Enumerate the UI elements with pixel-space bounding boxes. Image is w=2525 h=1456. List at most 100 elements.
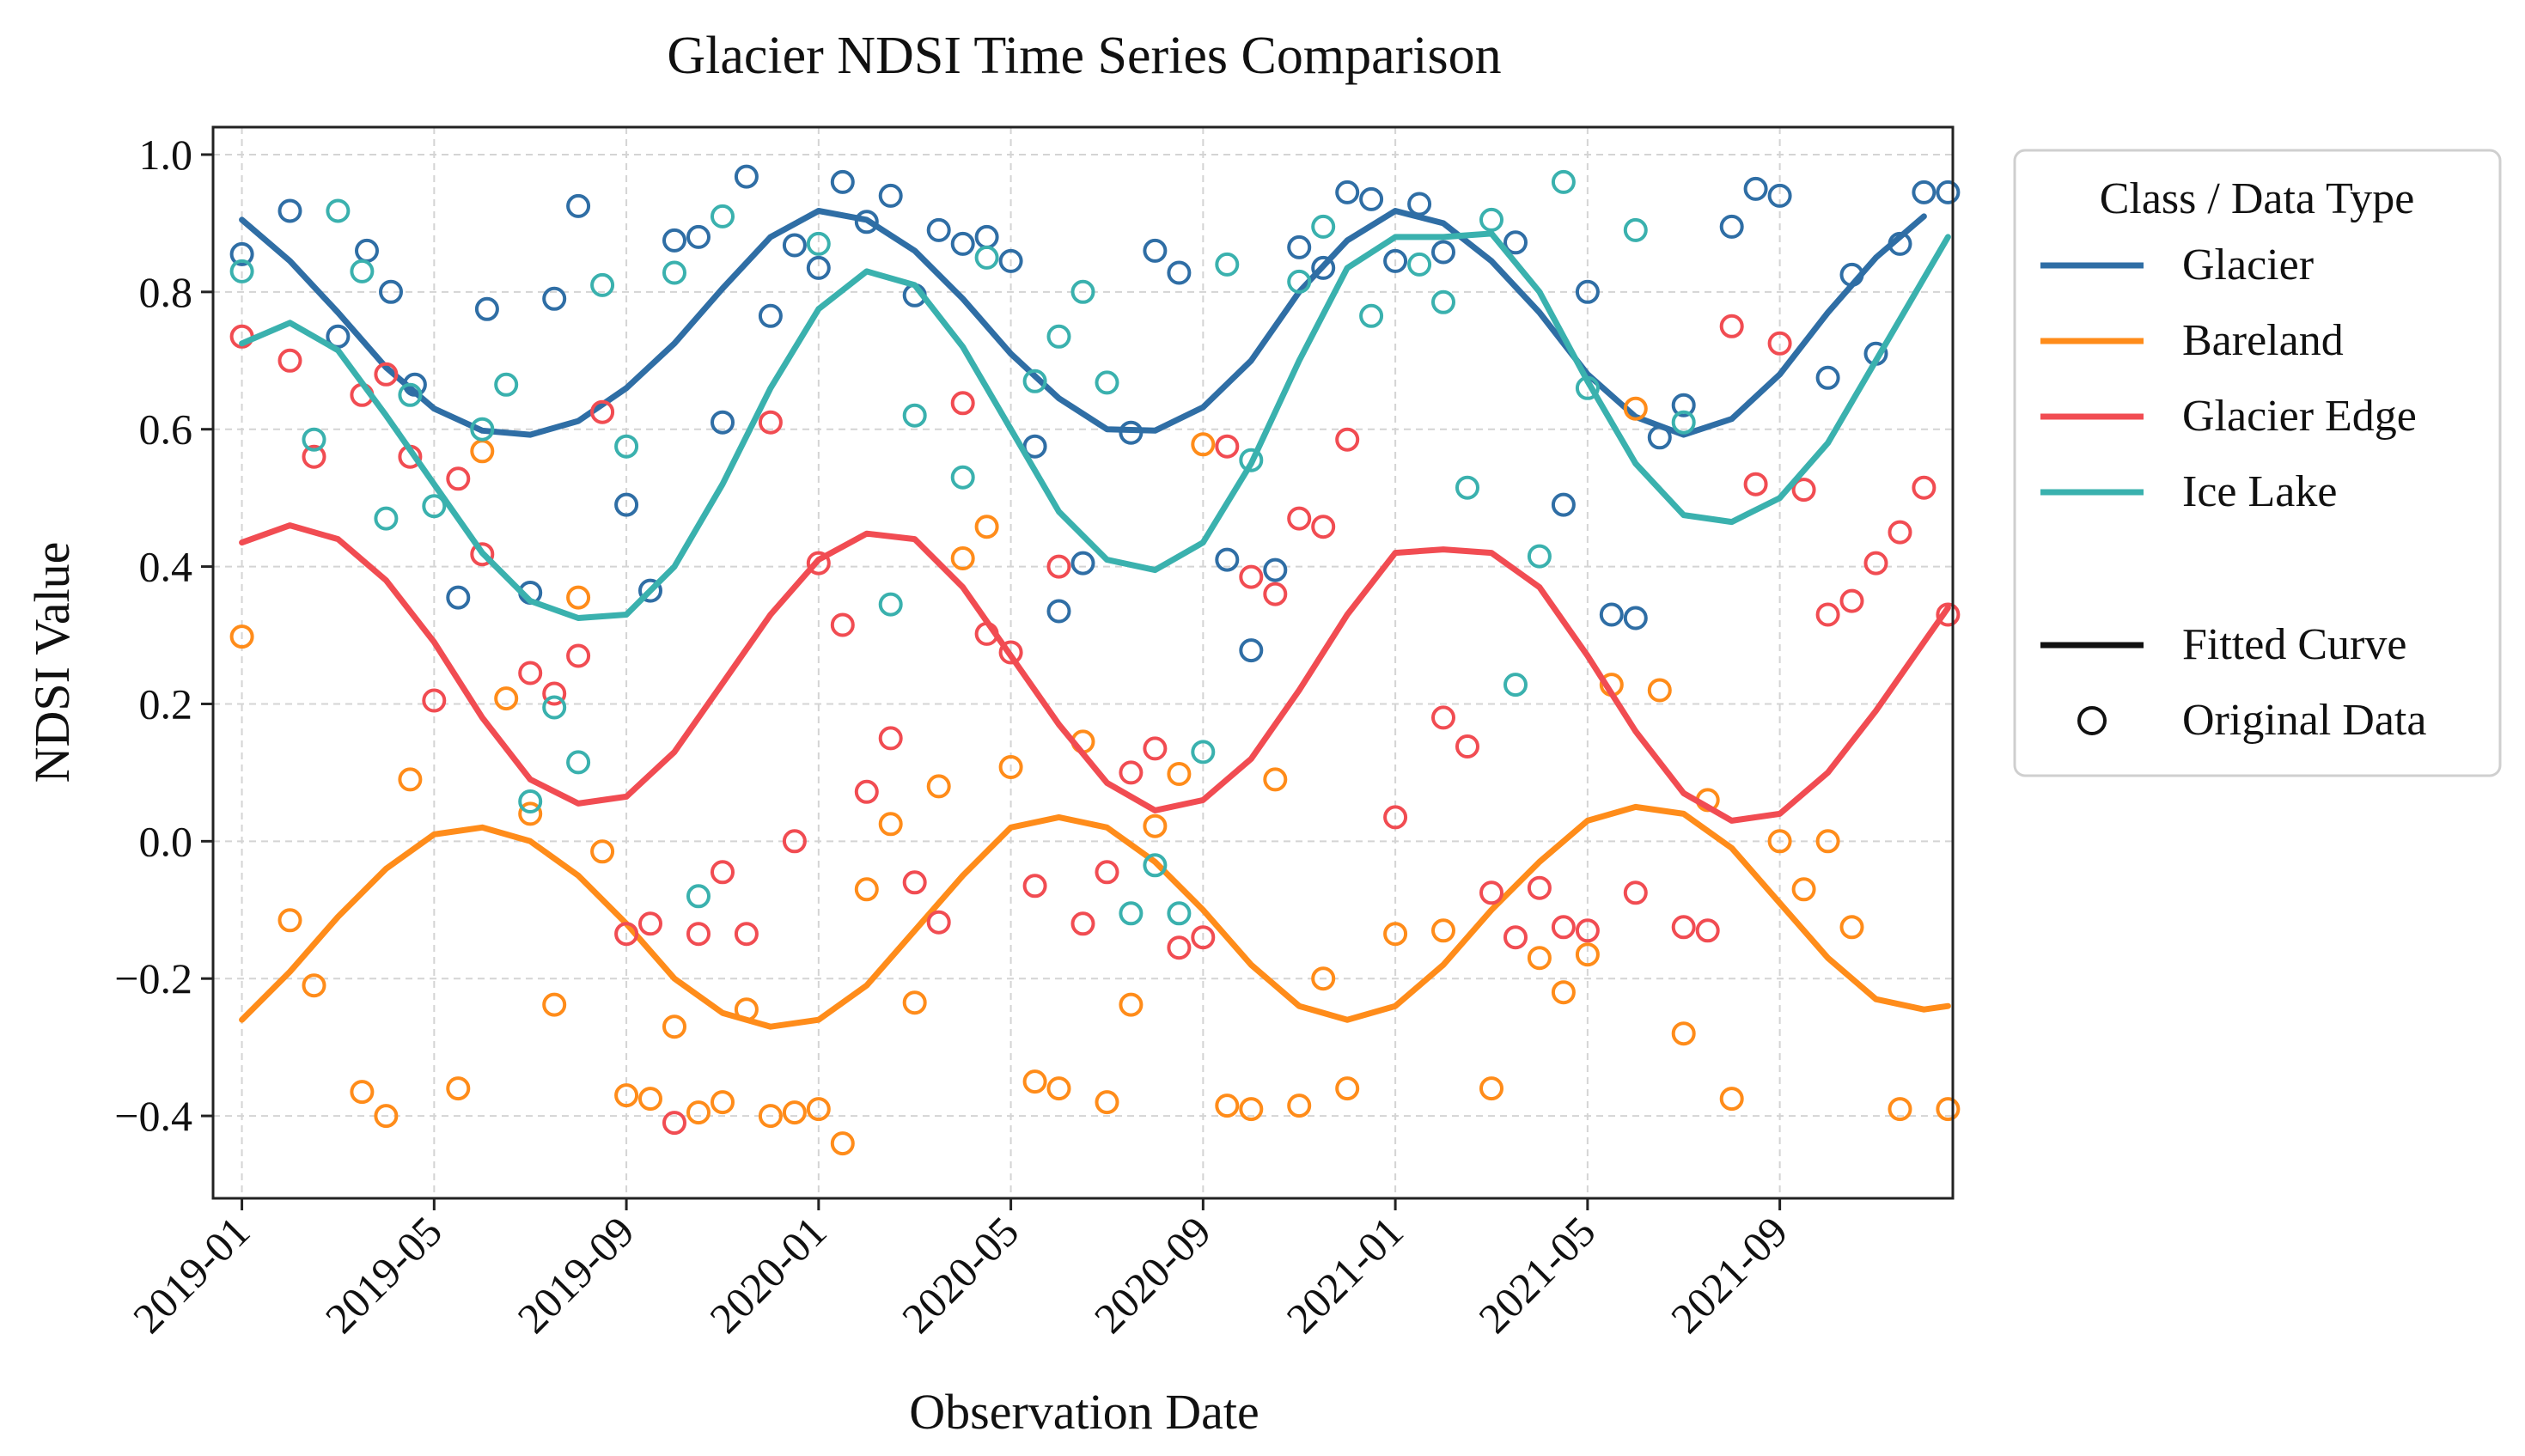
data-point [998, 755, 1023, 779]
data-point [782, 1100, 807, 1125]
data-point [1936, 180, 1961, 204]
data-point [302, 427, 326, 452]
data-point [782, 829, 807, 854]
data-point [1527, 946, 1552, 971]
data-point [1912, 475, 1936, 500]
data-point [1022, 369, 1047, 393]
data-point [1575, 375, 1600, 400]
data-point [494, 372, 519, 397]
legend-label: Glacier Edge [2182, 392, 2417, 441]
series-glacier [229, 164, 1961, 663]
data-point [974, 245, 999, 270]
data-point [1335, 427, 1360, 452]
legend-marker-swatch [2077, 706, 2107, 735]
data-point [1119, 992, 1144, 1017]
data-point [1431, 918, 1455, 943]
data-point [830, 169, 855, 194]
data-point [1839, 262, 1864, 287]
y-tick-label: −0.2 [114, 954, 192, 1002]
data-point [734, 922, 759, 947]
data-point [614, 1083, 639, 1108]
data-point [806, 1097, 831, 1122]
data-point [302, 973, 326, 998]
data-point [1046, 599, 1071, 624]
legend-box [2013, 149, 2502, 777]
data-point [1575, 279, 1600, 304]
data-point [1095, 1090, 1119, 1115]
data-point [854, 779, 879, 804]
data-point [1551, 915, 1576, 940]
data-point [854, 210, 879, 235]
data-point [1215, 547, 1240, 572]
data-point [878, 183, 903, 208]
data-point [662, 1014, 686, 1039]
data-point [711, 204, 735, 228]
y-tick-label: 1.0 [139, 131, 193, 179]
data-point [1191, 740, 1216, 765]
data-point [1287, 235, 1312, 259]
data-point [1311, 966, 1336, 991]
data-point [446, 466, 471, 491]
data-point [1791, 478, 1816, 503]
y-axis: −0.4 −0.2 0.0 0.2 0.4 0.6 0.8 1.0 [114, 131, 213, 1140]
data-point [422, 494, 447, 519]
data-point [1623, 880, 1648, 905]
data-point [1022, 434, 1047, 459]
data-point [1743, 176, 1768, 201]
y-tick-label: 0.2 [139, 679, 193, 728]
data-point [830, 1131, 855, 1156]
data-point [566, 643, 591, 668]
data-point [686, 1100, 711, 1125]
data-point [1431, 289, 1455, 314]
y-tick-label: −0.4 [114, 1092, 192, 1140]
data-point [1431, 240, 1455, 265]
data-point [1503, 673, 1528, 698]
data-point [1167, 935, 1192, 960]
data-point [1287, 506, 1312, 531]
data-point [1143, 736, 1168, 761]
data-point [734, 164, 759, 189]
data-point [542, 681, 567, 706]
data-point [1287, 1094, 1312, 1118]
fitted-curve [239, 803, 1951, 1030]
data-point [806, 255, 831, 280]
data-point [902, 403, 927, 428]
legend-entry: Glacier [2040, 241, 2314, 289]
fitted-curve [239, 208, 1927, 438]
data-point [1671, 393, 1696, 417]
data-point [1143, 238, 1168, 263]
data-point [950, 465, 975, 490]
plot-frame [211, 125, 1955, 1200]
data-point [518, 801, 543, 826]
y-tick-label: 0.0 [139, 817, 193, 865]
data-point [1888, 231, 1912, 256]
data-point [1912, 180, 1936, 204]
data-point [326, 198, 351, 223]
data-point [950, 546, 975, 570]
data-point [974, 515, 999, 539]
data-point [1263, 557, 1288, 582]
data-point [1359, 303, 1384, 328]
data-point [1215, 1094, 1240, 1118]
data-point [1479, 1076, 1503, 1101]
legend-label: Fitted Curve [2182, 620, 2406, 669]
data-point [1671, 1021, 1696, 1046]
legend-entry: Bareland [2040, 316, 2344, 365]
data-point [494, 686, 519, 711]
data-point [1143, 853, 1168, 878]
data-point [711, 410, 735, 435]
data-point [474, 296, 499, 321]
series-bareland [229, 396, 1961, 1156]
data-point [1383, 248, 1408, 273]
data-point [950, 231, 975, 256]
data-point [1575, 918, 1600, 943]
data-point [1119, 760, 1144, 785]
data-point [566, 585, 591, 610]
data-point [1239, 564, 1264, 589]
data-point [926, 910, 951, 935]
data-point [1623, 396, 1648, 421]
data-point [1479, 880, 1503, 905]
data-point [1022, 1069, 1047, 1094]
data-point [878, 592, 903, 617]
data-point [1623, 606, 1648, 631]
